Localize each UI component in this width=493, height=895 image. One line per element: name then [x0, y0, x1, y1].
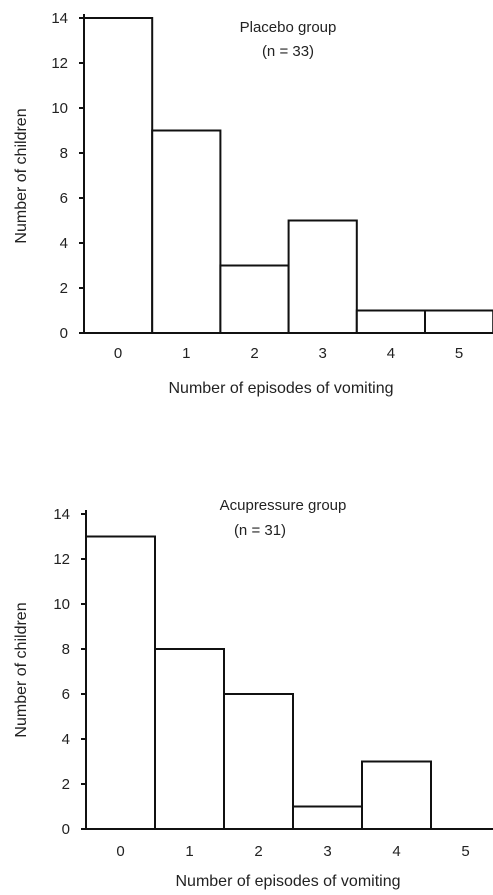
placebo-bar-4 [355, 309, 426, 334]
placebo-y-tick-label: 12 [51, 55, 68, 72]
placebo-bar-2 [219, 264, 290, 334]
acupressure-chart-title: Acupressure group [220, 497, 347, 514]
placebo-chart-title: Placebo group [240, 19, 337, 36]
placebo-bar-5 [424, 309, 493, 334]
placebo-bar-3 [287, 219, 358, 334]
acupressure-chart-subtitle: (n = 31) [234, 522, 286, 539]
placebo-y-tick-label: 6 [60, 190, 68, 207]
acupressure-x-tick-label: 1 [185, 843, 193, 860]
placebo-y-tick-label: 4 [60, 235, 68, 252]
placebo-x-ticks: 0 1 2 3 4 5 [114, 345, 463, 362]
placebo-x-tick-label: 0 [114, 345, 122, 362]
placebo-y-tick-label: 14 [51, 10, 68, 27]
acupressure-y-tick-label: 6 [62, 686, 70, 703]
placebo-bar-0 [83, 17, 154, 334]
acupressure-y-ticks: 0 2 4 6 8 10 12 14 [53, 506, 86, 838]
placebo-x-tick-label: 1 [182, 345, 190, 362]
acupressure-axes [85, 510, 493, 830]
placebo-x-tick-label: 3 [319, 345, 327, 362]
acupressure-bar-2 [223, 693, 294, 830]
acupressure-bar-0 [85, 535, 156, 830]
acupressure-y-tick-label: 14 [53, 506, 70, 523]
acupressure-x-tick-label: 3 [323, 843, 331, 860]
placebo-x-tick-label: 2 [250, 345, 258, 362]
placebo-bars [83, 17, 493, 334]
acupressure-y-tick-label: 8 [62, 641, 70, 658]
acupressure-x-tick-label: 5 [461, 843, 469, 860]
acupressure-x-ticks: 0 1 2 3 4 5 [116, 843, 469, 860]
acupressure-x-tick-label: 4 [392, 843, 400, 860]
placebo-y-tick-label: 2 [60, 280, 68, 297]
placebo-x-tick-label: 5 [455, 345, 463, 362]
placebo-axes [83, 14, 493, 334]
acupressure-x-tick-label: 0 [116, 843, 124, 860]
placebo-y-tick-label: 0 [60, 325, 68, 342]
acupressure-y-tick-label: 2 [62, 776, 70, 793]
placebo-y-ticks: 0 2 4 6 8 10 12 14 [51, 10, 84, 342]
acupressure-y-axis-label: Number of children [13, 602, 30, 737]
acupressure-y-tick-label: 10 [53, 596, 70, 613]
placebo-x-tick-label: 4 [387, 345, 395, 362]
acupressure-x-axis-label: Number of episodes of vomiting [176, 873, 401, 890]
placebo-bar-1 [151, 129, 222, 334]
acupressure-bar-4 [361, 760, 432, 830]
placebo-chart-subtitle: (n = 33) [262, 43, 314, 60]
acupressure-bar-3 [292, 805, 363, 830]
acupressure-y-tick-label: 12 [53, 551, 70, 568]
acupressure-y-tick-label: 4 [62, 731, 70, 748]
acupressure-bar-1 [154, 648, 225, 830]
acupressure-x-tick-label: 2 [254, 843, 262, 860]
placebo-chart: Placebo group (n = 33) Number of childre… [13, 10, 493, 397]
placebo-y-tick-label: 10 [51, 100, 68, 117]
acupressure-bars [85, 535, 432, 830]
acupressure-chart: Acupressure group (n = 31) Number of chi… [13, 497, 493, 890]
placebo-y-tick-label: 8 [60, 145, 68, 162]
placebo-x-axis-label: Number of episodes of vomiting [169, 380, 394, 397]
acupressure-y-tick-label: 0 [62, 821, 70, 838]
placebo-y-axis-label: Number of children [13, 108, 30, 243]
